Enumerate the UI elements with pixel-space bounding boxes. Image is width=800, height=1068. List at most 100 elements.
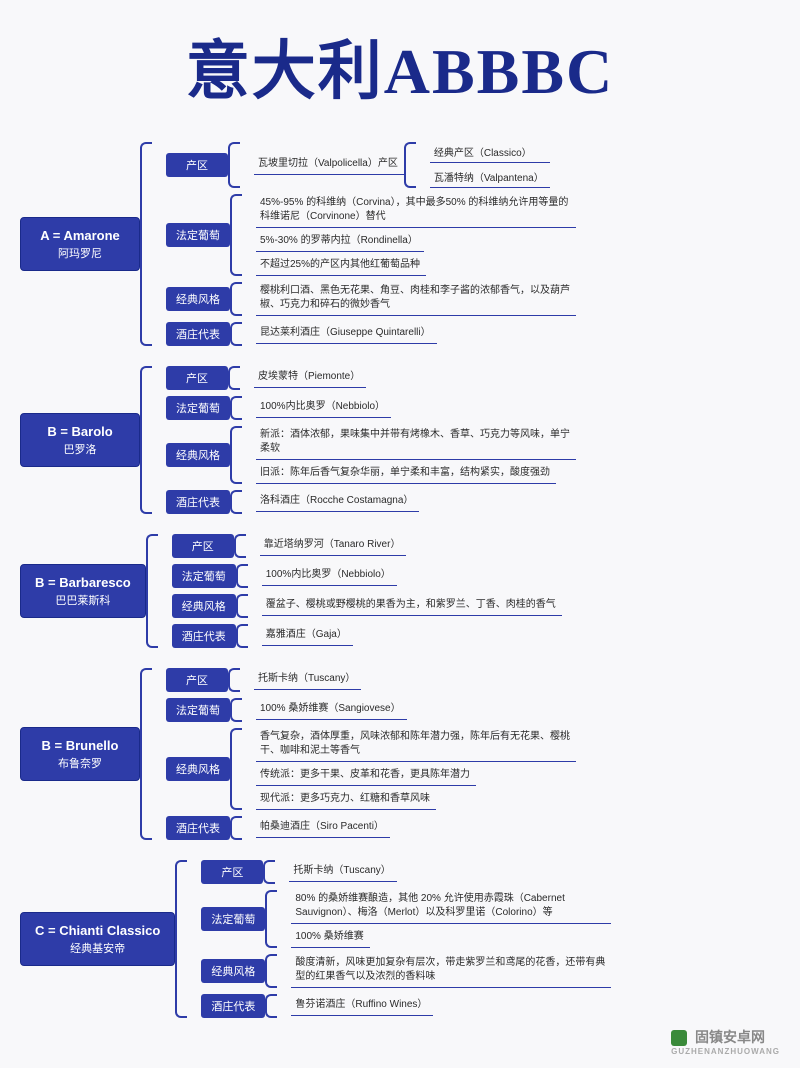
details: 昆达莱利酒庄（Giuseppe Quintarelli） — [252, 324, 437, 344]
detail-text: 100% 桑娇维赛（Sangiovese） — [256, 700, 407, 720]
wine-label: B = Barbaresco巴巴莱斯科 — [20, 564, 146, 618]
bracket — [230, 728, 252, 810]
category-label: 酒庄代表 — [166, 322, 230, 346]
category-row: 产区皮埃蒙特（Piemonte） — [166, 366, 576, 390]
watermark-sub: GUZHENANZHUOWANG — [671, 1047, 780, 1056]
detail-row: 鲁芬诺酒庄（Ruffino Wines） — [291, 996, 433, 1016]
bracket — [265, 994, 287, 1018]
detail-text: 瓦坡里切拉（Valpolicella）产区 — [254, 155, 404, 175]
category-label: 产区 — [166, 668, 228, 692]
category-label: 酒庄代表 — [166, 816, 230, 840]
detail-text: 托斯卡纳（Tuscany） — [254, 670, 361, 690]
detail-text: 100% 桑娇维赛 — [291, 928, 369, 948]
category-row: 经典风格覆盆子、樱桃或野樱桃的果香为主，和紫罗兰、丁香、肉桂的香气 — [172, 594, 562, 618]
category-row: 产区 托斯卡纳（Tuscany） — [166, 668, 576, 692]
details: 瓦坡里切拉（Valpolicella）产区 经典产区（Classico） 瓦潘特纳（… — [250, 142, 550, 188]
bracket — [230, 396, 252, 420]
details: 樱桃利口酒、黑色无花果、角豆、肉桂和李子酱的浓郁香气，以及葫芦椒、巧克力和碎石的… — [252, 282, 576, 316]
detail-row: 现代派：更多巧克力、红糖和香草风味 — [256, 790, 576, 810]
watermark-icon — [671, 1030, 687, 1046]
category-label: 法定葡萄 — [166, 396, 230, 420]
sub-text: 经典产区（Classico） — [430, 142, 550, 163]
bracket — [230, 194, 252, 276]
wine-section: A = Amarone阿玛罗尼产区瓦坡里切拉（Valpolicella）产区经典… — [20, 142, 780, 346]
bracket — [236, 594, 258, 618]
category-row: 产区靠近塔纳罗河（Tanaro River） — [172, 534, 562, 558]
detail-row: 旧派：陈年后香气复杂华丽，单宁柔和丰富，结构紧实，酸度强劲 — [256, 464, 576, 484]
detail-text: 80% 的桑娇维赛酿造，其他 20% 允许使用赤霞珠（Cabernet Sauv… — [291, 890, 611, 924]
detail-text: 传统派：更多干果、皮革和花香，更具陈年潜力 — [256, 766, 476, 786]
watermark: 固镇安卓网 GUZHENANZHUOWANG — [671, 1027, 780, 1056]
details: 45%-95% 的科维纳（Corvina），其中最多50% 的科维纳允许用等量的… — [252, 194, 576, 276]
category-row: 经典风格 香气复杂，酒体厚重，风味浓郁和陈年潜力强，陈年后有无花果、樱桃干、咖啡和… — [166, 728, 576, 810]
category-label: 法定葡萄 — [166, 698, 230, 722]
details: 皮埃蒙特（Piemonte） — [250, 368, 366, 388]
details: 覆盆子、樱桃或野樱桃的果香为主，和紫罗兰、丁香、肉桂的香气 — [258, 596, 562, 616]
detail-text: 帕桑迪酒庄（Siro Pacenti） — [256, 818, 390, 838]
wine-name-cn: 阿玛罗尼 — [35, 246, 125, 263]
bracket — [263, 860, 285, 884]
category-row: 经典风格樱桃利口酒、黑色无花果、角豆、肉桂和李子酱的浓郁香气，以及葫芦椒、巧克力… — [166, 282, 576, 316]
category-label: 经典风格 — [166, 757, 230, 781]
details: 托斯卡纳（Tuscany） — [250, 670, 361, 690]
detail-text: 酸度清新，风味更加复杂有层次，带走紫罗兰和鸢尾的花香，还带有典型的红果香气以及浓… — [291, 954, 611, 988]
category-label: 法定葡萄 — [172, 564, 236, 588]
bracket — [230, 426, 252, 484]
detail-text: 托斯卡纳（Tuscany） — [289, 862, 396, 882]
bracket — [230, 322, 252, 346]
detail-text: 香气复杂，酒体厚重，风味浓郁和陈年潜力强，陈年后有无花果、樱桃干、咖啡和泥土等香… — [256, 728, 576, 762]
detail-row: 不超过25%的产区内其他红葡萄品种 — [256, 256, 576, 276]
bracket — [236, 624, 258, 648]
watermark-text: 固镇安卓网 — [695, 1029, 765, 1045]
category-row: 酒庄代表 帕桑迪酒庄（Siro Pacenti） — [166, 816, 576, 840]
wine-name-cn: 布鲁奈罗 — [35, 756, 125, 773]
bracket — [230, 816, 252, 840]
category-row: 法定葡萄45%-95% 的科维纳（Corvina），其中最多50% 的科维纳允许… — [166, 194, 576, 276]
detail-row: 5%-30% 的罗蒂内拉（Rondinella） — [256, 232, 576, 252]
detail-row: 托斯卡纳（Tuscany） — [254, 670, 361, 690]
category-row: 法定葡萄 100% 桑娇维赛（Sangiovese） — [166, 698, 576, 722]
bracket — [236, 564, 258, 588]
category-row: 酒庄代表嘉雅酒庄（Gaja） — [172, 624, 562, 648]
category-row: 酒庄代表 洛科酒庄（Rocche Costamagna） — [166, 490, 576, 514]
category-row: 经典风格 酸度清新，风味更加复杂有层次，带走紫罗兰和鸢尾的花香，还带有典型的红果香… — [201, 954, 611, 988]
detail-row: 昆达莱利酒庄（Giuseppe Quintarelli） — [256, 324, 437, 344]
category-label: 经典风格 — [201, 959, 265, 983]
wine-section: C = Chianti Classico经典基安帝产区托斯卡纳（Tuscany）… — [20, 860, 780, 1018]
category-label: 经典风格 — [166, 443, 230, 467]
category-row: 法定葡萄 100%内比奥罗（Nebbiolo） — [172, 564, 562, 588]
detail-row: 托斯卡纳（Tuscany） — [289, 862, 396, 882]
bracket — [175, 860, 197, 1018]
wine-section: B = Barolo巴罗洛 产区皮埃蒙特（Piemonte） 法定葡萄 100%内比奥… — [20, 366, 780, 514]
category-row: 法定葡萄80% 的桑娇维赛酿造，其他 20% 允许使用赤霞珠（Cabernet … — [201, 890, 611, 948]
details: 帕桑迪酒庄（Siro Pacenti） — [252, 818, 390, 838]
detail-text: 靠近塔纳罗河（Tanaro River） — [260, 536, 407, 556]
details: 香气复杂，酒体厚重，风味浓郁和陈年潜力强，陈年后有无花果、樱桃干、咖啡和泥土等香… — [252, 728, 576, 810]
detail-text: 覆盆子、樱桃或野樱桃的果香为主，和紫罗兰、丁香、肉桂的香气 — [262, 596, 562, 616]
category-row: 法定葡萄 100%内比奥罗（Nebbiolo） — [166, 396, 576, 420]
categories: 产区托斯卡纳（Tuscany）法定葡萄80% 的桑娇维赛酿造，其他 20% 允许… — [197, 860, 611, 1018]
category-row: 经典风格新派：酒体浓郁，果味集中并带有烤橡木、香草、巧克力等风味，单宁柔软旧派：… — [166, 426, 576, 484]
details: 靠近塔纳罗河（Tanaro River） — [256, 536, 407, 556]
wine-code: B = Brunello — [35, 736, 125, 756]
wine-code: B = Barolo — [35, 422, 125, 442]
wine-section: B = Barbaresco巴巴莱斯科产区靠近塔纳罗河（Tanaro River… — [20, 534, 780, 648]
detail-text: 嘉雅酒庄（Gaja） — [262, 626, 353, 646]
details: 洛科酒庄（Rocche Costamagna） — [252, 492, 419, 512]
sub-items: 经典产区（Classico） 瓦潘特纳（Valpantena） — [426, 142, 550, 188]
bracket — [265, 954, 287, 988]
detail-text: 100%内比奥罗（Nebbiolo） — [262, 566, 397, 586]
details: 新派：酒体浓郁，果味集中并带有烤橡木、香草、巧克力等风味，单宁柔软旧派：陈年后香… — [252, 426, 576, 484]
wine-name-cn: 巴罗洛 — [35, 442, 125, 459]
categories: 产区靠近塔纳罗河（Tanaro River） 法定葡萄 100%内比奥罗（Nebbi… — [168, 534, 562, 648]
wine-name-cn: 巴巴莱斯科 — [35, 593, 131, 610]
details: 嘉雅酒庄（Gaja） — [258, 626, 353, 646]
category-row: 酒庄代表鲁芬诺酒庄（Ruffino Wines） — [201, 994, 611, 1018]
detail-row: 80% 的桑娇维赛酿造，其他 20% 允许使用赤霞珠（Cabernet Sauv… — [291, 890, 611, 924]
detail-row: 新派：酒体浓郁，果味集中并带有烤橡木、香草、巧克力等风味，单宁柔软 — [256, 426, 576, 460]
category-row: 酒庄代表 昆达莱利酒庄（Giuseppe Quintarelli） — [166, 322, 576, 346]
wines-container: A = Amarone阿玛罗尼产区瓦坡里切拉（Valpolicella）产区经典… — [20, 142, 780, 1018]
category-label: 酒庄代表 — [166, 490, 230, 514]
detail-row: 100%内比奥罗（Nebbiolo） — [256, 398, 391, 418]
sub-text: 瓦潘特纳（Valpantena） — [430, 167, 550, 188]
